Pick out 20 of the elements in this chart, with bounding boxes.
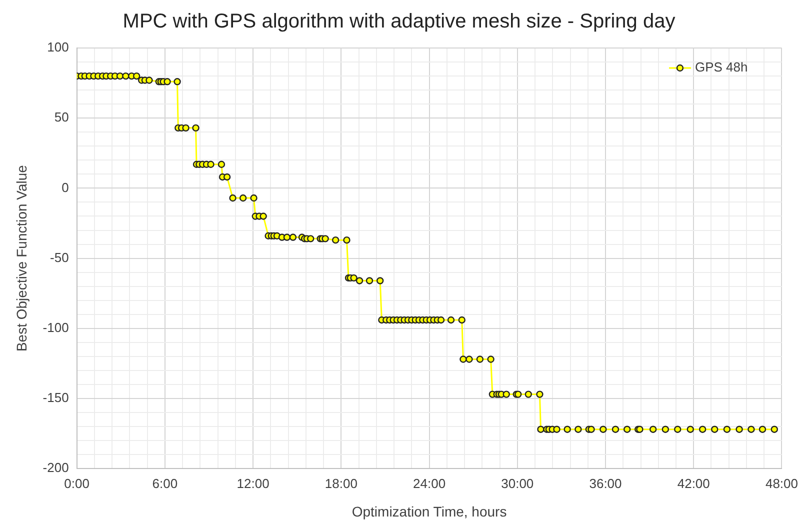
x-tick-label: 18:00	[324, 476, 358, 491]
x-tick-label: 6:00	[152, 476, 178, 491]
y-tick-label: 0	[62, 180, 69, 195]
y-tick-label: 50	[54, 110, 69, 125]
x-axis-title: Optimization Time, hours	[352, 503, 507, 520]
x-tick-label: 12:00	[236, 476, 270, 491]
legend-label: GPS 48h	[694, 60, 748, 75]
y-tick-label: -200	[42, 460, 69, 476]
y-tick-label: -50	[50, 250, 69, 265]
x-tick-label: 0:00	[64, 476, 90, 491]
x-tick-label: 48:00	[765, 476, 798, 491]
x-tick-label: 36:00	[589, 476, 622, 491]
chart-title: MPC with GPS algorithm with adaptive mesh size - Spring day	[122, 10, 676, 33]
x-tick-label: 24:00	[413, 476, 446, 491]
y-axis-title: Best Objective Function Value	[13, 164, 30, 352]
x-tick-label: 42:00	[677, 476, 710, 491]
y-tick-label: -100	[42, 320, 69, 335]
y-tick-label: 100	[47, 40, 69, 55]
x-tick-label: 30:00	[501, 476, 534, 491]
y-tick-label: -150	[42, 390, 69, 406]
